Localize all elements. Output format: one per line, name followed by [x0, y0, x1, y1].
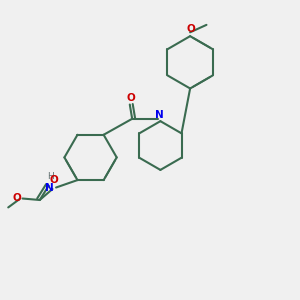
Text: O: O [126, 93, 135, 103]
Text: O: O [13, 193, 22, 203]
Text: N: N [155, 110, 164, 120]
Text: O: O [186, 24, 195, 34]
Text: H: H [47, 172, 54, 181]
Text: O: O [49, 175, 58, 185]
Text: N: N [45, 182, 54, 193]
